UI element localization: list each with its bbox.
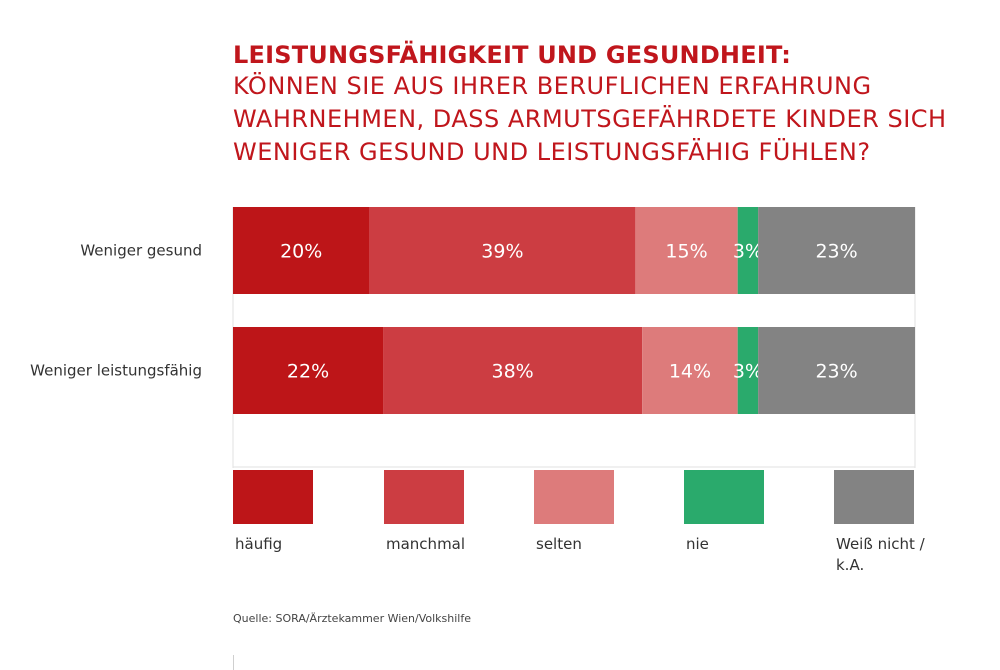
legend-label: Weiß nicht / (836, 535, 926, 553)
data-label: 20% (280, 241, 322, 263)
data-label: 3% (733, 361, 763, 383)
bar-segment (737, 207, 759, 294)
bar-segment (383, 327, 643, 414)
data-label: 22% (287, 361, 329, 383)
bar-segment (758, 207, 915, 294)
legend-swatch (834, 470, 914, 524)
title-question: KÖNNEN SIE AUS IHRER BERUFLICHEN ERFAHRU… (233, 72, 947, 166)
legend-label: häufig (235, 535, 282, 553)
bar-segment (233, 207, 370, 294)
legend-swatch (684, 470, 764, 524)
bar-segment (642, 327, 738, 414)
legend-label: selten (536, 535, 582, 553)
data-label: 38% (492, 361, 534, 383)
bar-segment (758, 327, 915, 414)
legend-label: k.A. (836, 556, 864, 574)
chart-title: LEISTUNGSFÄHIGKEIT UND GESUNDHEIT: KÖNNE… (233, 40, 973, 169)
bar-segment (635, 207, 738, 294)
source-note: Quelle: SORA/Ärztekammer Wien/Volkshilfe (233, 612, 472, 625)
data-label: 15% (665, 241, 707, 263)
data-label: 3% (733, 241, 763, 263)
legend-swatch (534, 470, 614, 524)
legend-label: manchmal (386, 535, 465, 553)
data-label: 23% (815, 361, 857, 383)
data-label: 23% (815, 241, 857, 263)
legend-swatch (233, 470, 313, 524)
legend-label: nie (686, 535, 709, 553)
category-label: Weniger leistungsfähig (30, 362, 202, 380)
bottom-divider (233, 655, 234, 670)
legend-swatch (384, 470, 464, 524)
data-label: 14% (669, 361, 711, 383)
bar-segment (233, 327, 384, 414)
bar-segment (369, 207, 636, 294)
data-label: 39% (481, 241, 523, 263)
title-bold: LEISTUNGSFÄHIGKEIT UND GESUNDHEIT: (233, 41, 792, 69)
category-label: Weniger gesund (80, 242, 202, 260)
bar-segment (737, 327, 759, 414)
